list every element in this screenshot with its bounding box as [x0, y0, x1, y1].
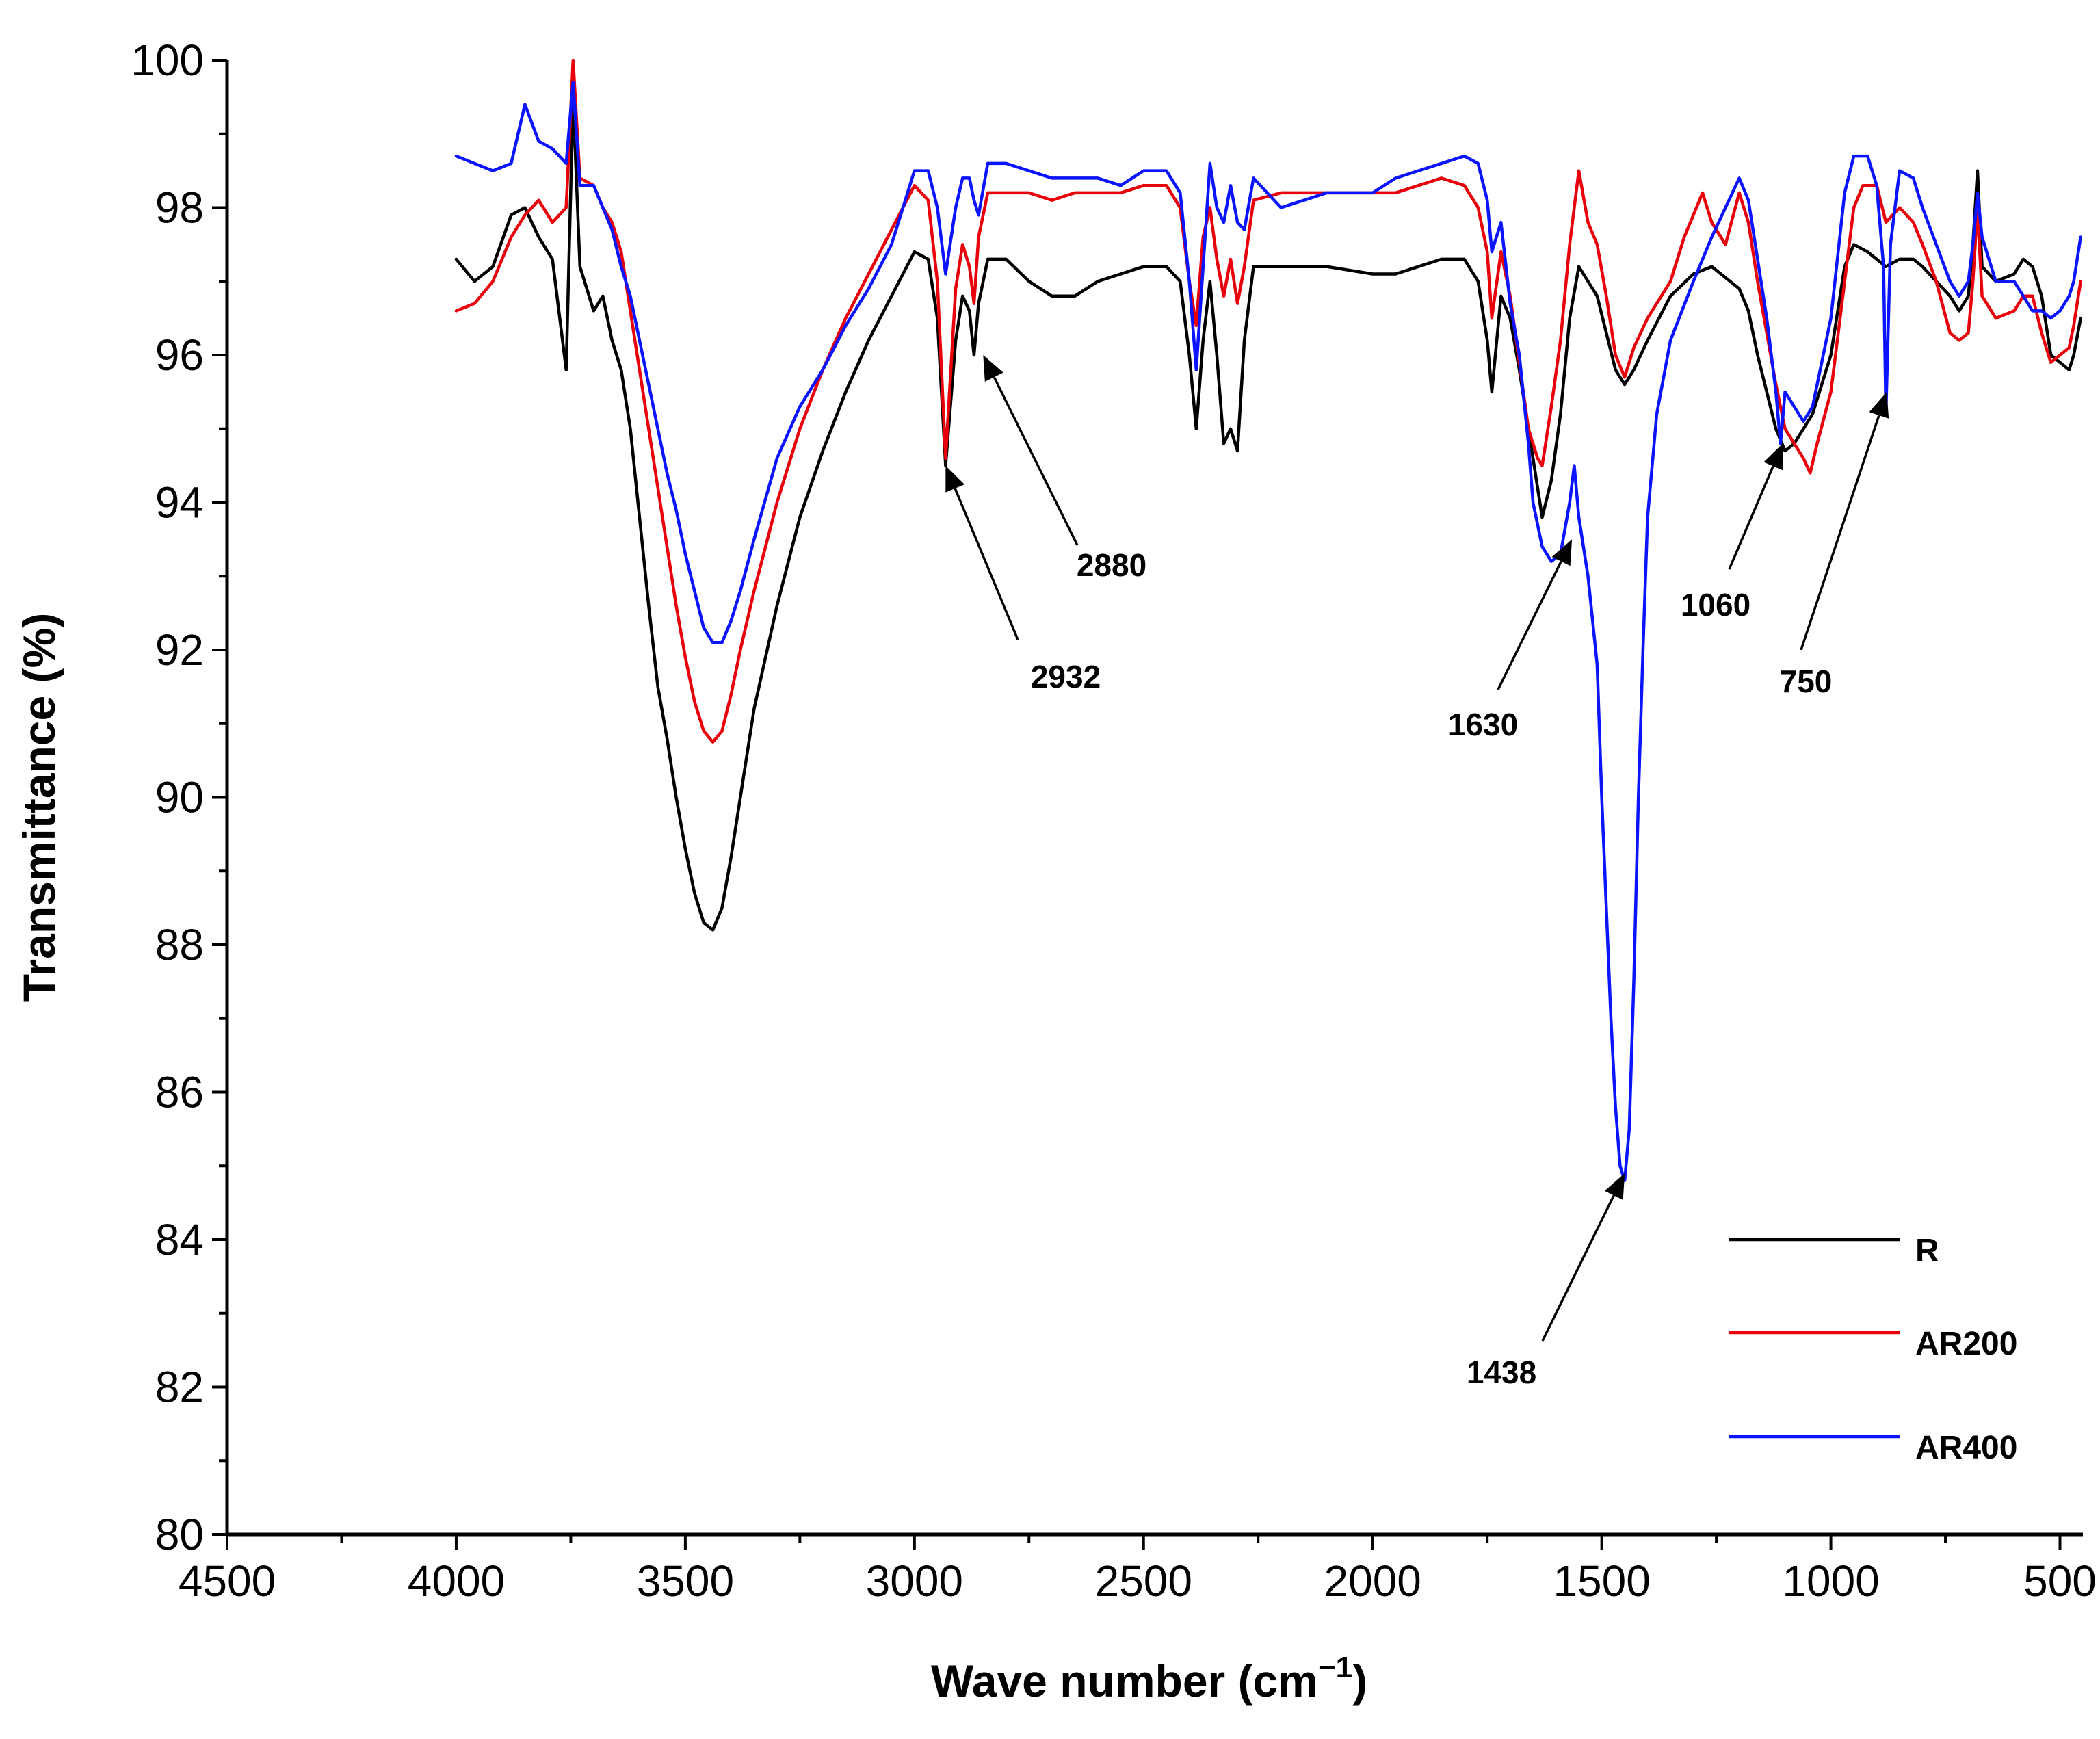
y-tick-label: 92 [155, 625, 204, 675]
y-tick-label: 88 [155, 920, 204, 969]
annotation-arrow-head [1763, 443, 1783, 471]
x-axis-title-main: Wave number (cm [931, 1656, 1318, 1706]
annotation-arrow-head [1869, 391, 1889, 419]
annotation-arrow-head [1551, 539, 1573, 566]
annotation-arrow-line [1497, 560, 1562, 690]
annotation-arrow-line [1800, 415, 1880, 651]
y-tick-label: 82 [155, 1363, 204, 1412]
x-tick-label: 4500 [179, 1556, 276, 1606]
annotation-arrow-line [993, 376, 1079, 546]
y-tick-label: 98 [155, 183, 204, 233]
annotation-label: 2880 [1077, 547, 1146, 583]
legend-label: AR400 [1915, 1430, 2017, 1466]
annotation-label: 1438 [1467, 1355, 1536, 1390]
annotation-label: 1630 [1448, 707, 1518, 742]
annotation-label: 750 [1780, 664, 1833, 699]
y-tick-label: 94 [155, 478, 204, 527]
x-axis-title-sup: −1 [1318, 1651, 1352, 1684]
x-tick-label: 4000 [408, 1556, 505, 1606]
x-tick-label: 2500 [1095, 1556, 1192, 1606]
x-tick-label: 3000 [866, 1556, 963, 1606]
x-tick-label: 1000 [1782, 1556, 1879, 1606]
series-line-ar200 [454, 58, 2082, 744]
annotation-arrow-head [945, 465, 965, 493]
y-tick-label: 90 [155, 773, 204, 822]
y-tick-label: 86 [155, 1068, 204, 1117]
legend-label: R [1915, 1233, 1939, 1269]
x-axis-title: Wave number (cm−1) [931, 1651, 1367, 1706]
annotations: 2932 2880 1630 1438 1060 750 [945, 355, 1889, 1390]
x-tick-label: 500 [2023, 1556, 2097, 1606]
annotation-arrow-line [1728, 465, 1774, 570]
x-tick-label: 2000 [1324, 1556, 1421, 1606]
axes: 80 82 84 86 88 90 92 94 96 98 100 4500 4000 3500 3000 2… [131, 36, 2097, 1606]
x-tick-label: 1500 [1553, 1556, 1650, 1606]
annotation-arrow-line [954, 488, 1019, 640]
y-tick-label: 96 [155, 330, 204, 380]
annotation-arrow-head [1604, 1173, 1625, 1200]
annotation-arrow-line [1541, 1194, 1615, 1342]
series-line-r [454, 95, 2082, 932]
x-tick-label: 3500 [637, 1556, 734, 1606]
annotation-label: 1060 [1681, 587, 1750, 623]
y-tick-label: 80 [155, 1510, 204, 1559]
annotation-label: 2932 [1031, 659, 1101, 694]
annotation-arrow-head [983, 355, 1003, 382]
series-layer [454, 58, 2082, 1183]
legend: R AR200 AR400 [1729, 1233, 2017, 1466]
y-axis-title: Transmittance (%) [14, 613, 64, 1002]
x-axis-title-close: ) [1352, 1656, 1367, 1706]
series-line-ar400 [454, 81, 2082, 1183]
y-tick-label: 84 [155, 1215, 204, 1264]
legend-label: AR200 [1915, 1326, 2017, 1362]
y-tick-label: 100 [131, 36, 204, 85]
